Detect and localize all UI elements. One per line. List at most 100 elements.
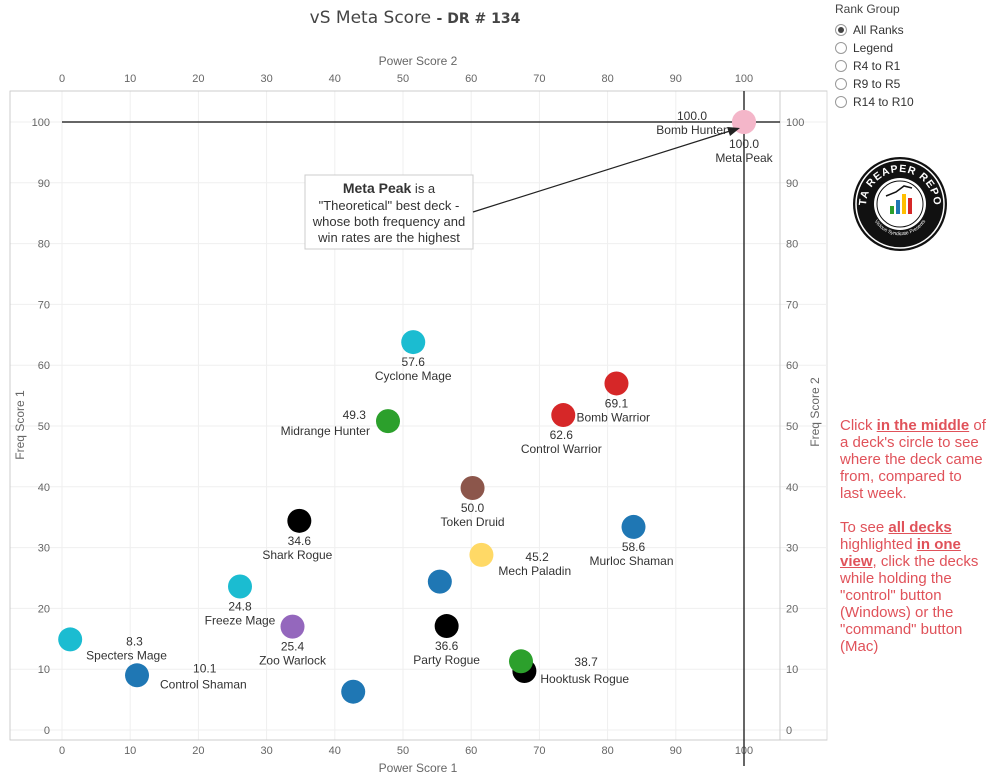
deck-score-label: 100.0 — [677, 109, 707, 123]
deck-score-label: 50.0 — [461, 501, 485, 515]
deck-point[interactable] — [58, 627, 83, 652]
rank-option-legend[interactable]: Legend — [835, 39, 985, 57]
y-tick-label: 70 — [38, 299, 50, 311]
deck-name-label: Hooktusk Rogue — [540, 672, 629, 686]
annotation-line-1: Meta Peak is a — [343, 180, 436, 196]
y2-tick-label: 80 — [786, 239, 798, 251]
y2-tick-label: 60 — [786, 360, 798, 372]
deck-score-label: 69.1 — [605, 396, 629, 410]
deck-point[interactable] — [228, 574, 253, 599]
y-tick-label: 30 — [38, 543, 50, 555]
rank-option-label: All Ranks — [853, 23, 904, 37]
y-tick-label: 40 — [38, 482, 50, 494]
deck-name-label: Token Druid — [441, 515, 505, 529]
x2-tick-label: 80 — [601, 73, 613, 85]
chart-title: vS Meta Score - DR # 134 — [0, 8, 830, 28]
deck-point[interactable] — [460, 476, 485, 501]
x2-tick-label: 100 — [735, 73, 753, 85]
x2-tick-label: 90 — [670, 73, 682, 85]
x2-tick-label: 70 — [533, 73, 545, 85]
rank-option-label: R9 to R5 — [853, 77, 901, 91]
y2-tick-label: 10 — [786, 664, 798, 676]
deck-score-label: 10.1 — [193, 661, 217, 675]
deck-point[interactable] — [125, 663, 150, 688]
y-tick-label: 10 — [38, 664, 50, 676]
deck-point[interactable] — [469, 542, 494, 567]
meta-peak-name-label: Meta Peak — [715, 151, 773, 165]
title-sub: - DR # 134 — [436, 11, 521, 27]
deck-name-label: Midrange Hunter — [281, 424, 370, 438]
x2-axis-title: Power Score 2 — [379, 54, 458, 68]
deck-score-label: 62.6 — [550, 428, 574, 442]
data-reaper-logo-icon: DATA REAPER REPORT Vicious Syndicate Pre… — [852, 156, 947, 251]
help-paragraph-2: To see all decks highlighted in one view… — [840, 519, 979, 655]
y2-tick-label: 30 — [786, 543, 798, 555]
deck-point[interactable] — [551, 403, 576, 428]
deck-name-label: Shark Rogue — [262, 548, 332, 562]
deck-name-label: Zoo Warlock — [259, 654, 327, 668]
deck-score-label: 49.3 — [343, 408, 367, 422]
x2-tick-label: 20 — [192, 73, 204, 85]
deck-point[interactable] — [375, 409, 400, 434]
rank-option-label: R14 to R10 — [853, 95, 914, 109]
rank-option-r4-to-r1[interactable]: R4 to R1 — [835, 57, 985, 75]
help-text: Click in the middle of a deck's circle t… — [840, 417, 988, 655]
deck-point[interactable] — [427, 569, 452, 594]
y-tick-label: 100 — [32, 117, 50, 129]
deck-point[interactable] — [401, 330, 426, 355]
y2-tick-label: 20 — [786, 603, 798, 615]
deck-point[interactable] — [287, 508, 312, 533]
y-tick-label: 80 — [38, 239, 50, 251]
deck-point[interactable] — [280, 614, 305, 639]
deck-name-label: Bomb Hunter — [656, 123, 727, 137]
x-tick-label: 30 — [260, 745, 272, 757]
y2-tick-label: 40 — [786, 482, 798, 494]
deck-name-label: Bomb Warrior — [576, 410, 650, 424]
y-tick-label: 90 — [38, 178, 50, 190]
y-axis-title: Freq Score 1 — [13, 390, 27, 460]
help-paragraph-1: Click in the middle of a deck's circle t… — [840, 417, 986, 502]
x-tick-label: 90 — [670, 745, 682, 757]
radio-icon[interactable] — [835, 42, 847, 54]
radio-icon[interactable] — [835, 96, 847, 108]
deck-point[interactable] — [604, 371, 629, 396]
deck-name-label: Specters Mage — [86, 648, 167, 662]
rank-option-all-ranks[interactable]: All Ranks — [835, 21, 985, 39]
annotation-line-2: "Theoretical" best deck - — [319, 198, 460, 213]
deck-score-label: 34.6 — [288, 534, 312, 548]
x-tick-label: 0 — [59, 745, 65, 757]
deck-score-label: 45.2 — [525, 550, 549, 564]
deck-name-label: Murloc Shaman — [589, 554, 673, 568]
deck-point[interactable] — [621, 514, 646, 539]
y2-tick-label: 90 — [786, 178, 798, 190]
rank-group-filter: Rank Group All Ranks Legend R4 to R1 R9 to … — [835, 2, 985, 111]
deck-score-label: 58.6 — [622, 540, 646, 554]
deck-point[interactable] — [434, 614, 459, 639]
y2-tick-label: 100 — [786, 117, 804, 129]
title-main: vS Meta Score — [309, 8, 432, 28]
y2-axis-title: Freq Score 2 — [808, 377, 822, 447]
deck-name-label: Mech Paladin — [498, 564, 571, 578]
annotation-line-3: whose both frequency and — [312, 214, 466, 229]
deck-name-label: Control Shaman — [160, 677, 247, 691]
deck-point[interactable] — [341, 679, 366, 704]
deck-score-label: 36.6 — [435, 639, 459, 653]
radio-icon[interactable] — [835, 24, 847, 36]
rank-option-r14-to-r10[interactable]: R14 to R10 — [835, 93, 985, 111]
x-tick-label: 20 — [192, 745, 204, 757]
y-tick-label: 20 — [38, 603, 50, 615]
radio-icon[interactable] — [835, 78, 847, 90]
annotation-arrow-line — [472, 130, 731, 213]
x-tick-label: 10 — [124, 745, 136, 757]
rank-option-r9-to-r5[interactable]: R9 to R5 — [835, 75, 985, 93]
x2-tick-label: 60 — [465, 73, 477, 85]
radio-icon[interactable] — [835, 60, 847, 72]
deck-score-label: 38.7 — [574, 655, 598, 669]
deck-point[interactable] — [508, 649, 533, 674]
deck-score-label: 8.3 — [126, 634, 143, 648]
deck-name-label: Control Warrior — [521, 442, 602, 456]
annotation-arrow-head — [727, 127, 740, 136]
x-tick-label: 60 — [465, 745, 477, 757]
deck-score-label: 57.6 — [402, 355, 426, 369]
